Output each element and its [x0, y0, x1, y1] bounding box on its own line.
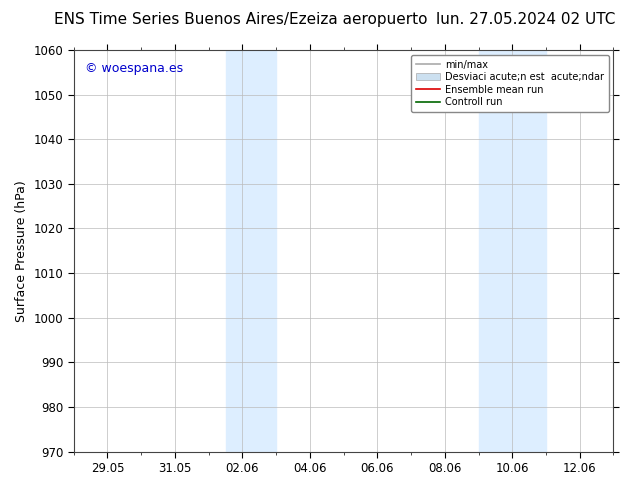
Bar	[226, 50, 276, 452]
Legend: min/max, Desviaci acute;n est  acute;ndar, Ensemble mean run, Controll run: min/max, Desviaci acute;n est acute;ndar…	[411, 55, 609, 112]
Y-axis label: Surface Pressure (hPa): Surface Pressure (hPa)	[15, 180, 28, 321]
Text: lun. 27.05.2024 02 UTC: lun. 27.05.2024 02 UTC	[436, 12, 615, 27]
Bar	[479, 50, 546, 452]
Text: ENS Time Series Buenos Aires/Ezeiza aeropuerto: ENS Time Series Buenos Aires/Ezeiza aero…	[54, 12, 428, 27]
Text: © woespana.es: © woespana.es	[84, 62, 183, 75]
